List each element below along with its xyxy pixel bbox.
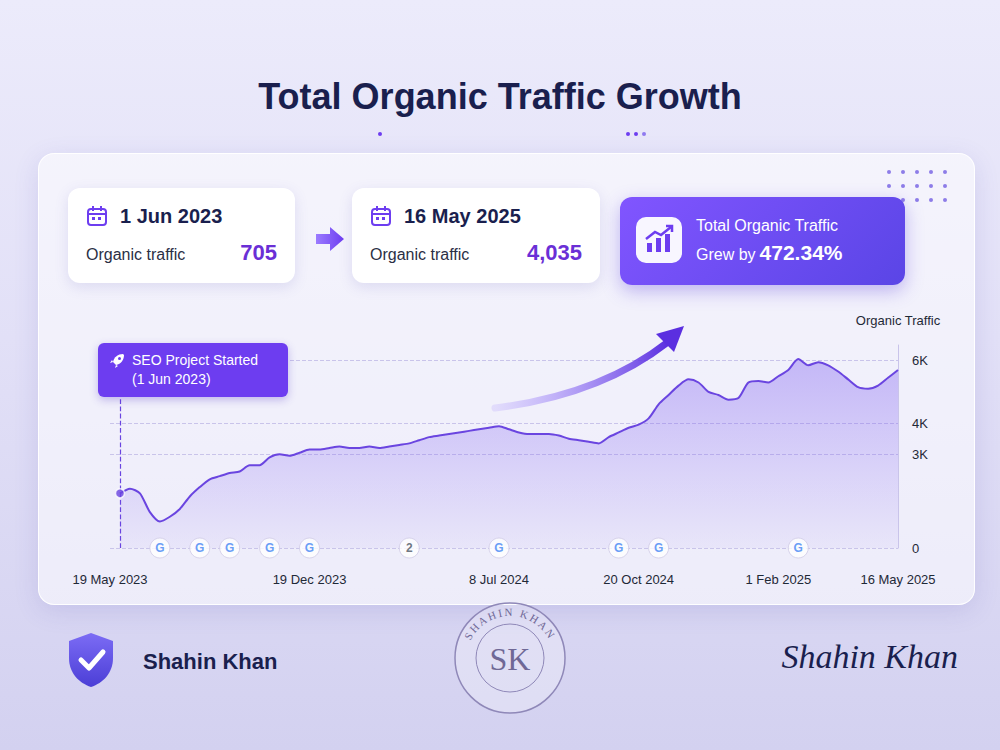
svg-text:19 May 2023: 19 May 2023 — [72, 572, 147, 587]
html-text:Shahin Khan: Shahin Khan — [781, 638, 958, 675]
html-text:705: 705 — [240, 240, 277, 265]
html-text:16 May 2025: 16 May 2025 — [404, 205, 521, 227]
svg-text:G: G — [614, 541, 623, 555]
svg-text:G: G — [494, 541, 503, 555]
svg-text:G: G — [195, 541, 204, 555]
svg-text:16 May 2025: 16 May 2025 — [860, 572, 935, 587]
svg-text:0: 0 — [912, 541, 919, 556]
svg-text:G: G — [265, 541, 274, 555]
svg-text:G: G — [155, 541, 164, 555]
html-text:Total Organic Traffic Growth: Total Organic Traffic Growth — [258, 76, 742, 117]
svg-text:SHAHIN KHAN: SHAHIN KHAN — [462, 606, 559, 642]
svg-text:2: 2 — [406, 541, 413, 555]
html-text:Shahin Khan: Shahin Khan — [143, 649, 278, 674]
svg-text:8 Jul 2024: 8 Jul 2024 — [469, 572, 529, 587]
html-text:Organic traffic: Organic traffic — [86, 246, 186, 263]
svg-text:6K: 6K — [912, 353, 928, 368]
svg-text:G: G — [654, 541, 663, 555]
html-text:Organic traffic: Organic traffic — [370, 246, 470, 263]
svg-text:G: G — [305, 541, 314, 555]
html-text:4,035: 4,035 — [526, 240, 582, 265]
svg-text:SK: SK — [490, 641, 531, 677]
html-text:(1 Jun 2023): (1 Jun 2023) — [132, 371, 211, 387]
svg-text:4K: 4K — [912, 416, 928, 431]
svg-text:G: G — [225, 541, 234, 555]
html-text:1 Jun 2023: 1 Jun 2023 — [120, 205, 223, 227]
svg-text:3K: 3K — [912, 447, 928, 462]
svg-text:20 Oct 2024: 20 Oct 2024 — [603, 572, 674, 587]
html-text:Grew by 472.34%: Grew by 472.34% — [696, 241, 843, 264]
svg-text:19 Dec 2023: 19 Dec 2023 — [273, 572, 347, 587]
html-text:Total Organic Traffic: Total Organic Traffic — [696, 217, 838, 234]
svg-text:G: G — [794, 541, 803, 555]
svg-text:Organic Traffic: Organic Traffic — [856, 313, 941, 328]
svg-text:1 Feb 2025: 1 Feb 2025 — [745, 572, 811, 587]
html-text:SEO Project Started: SEO Project Started — [132, 352, 259, 368]
